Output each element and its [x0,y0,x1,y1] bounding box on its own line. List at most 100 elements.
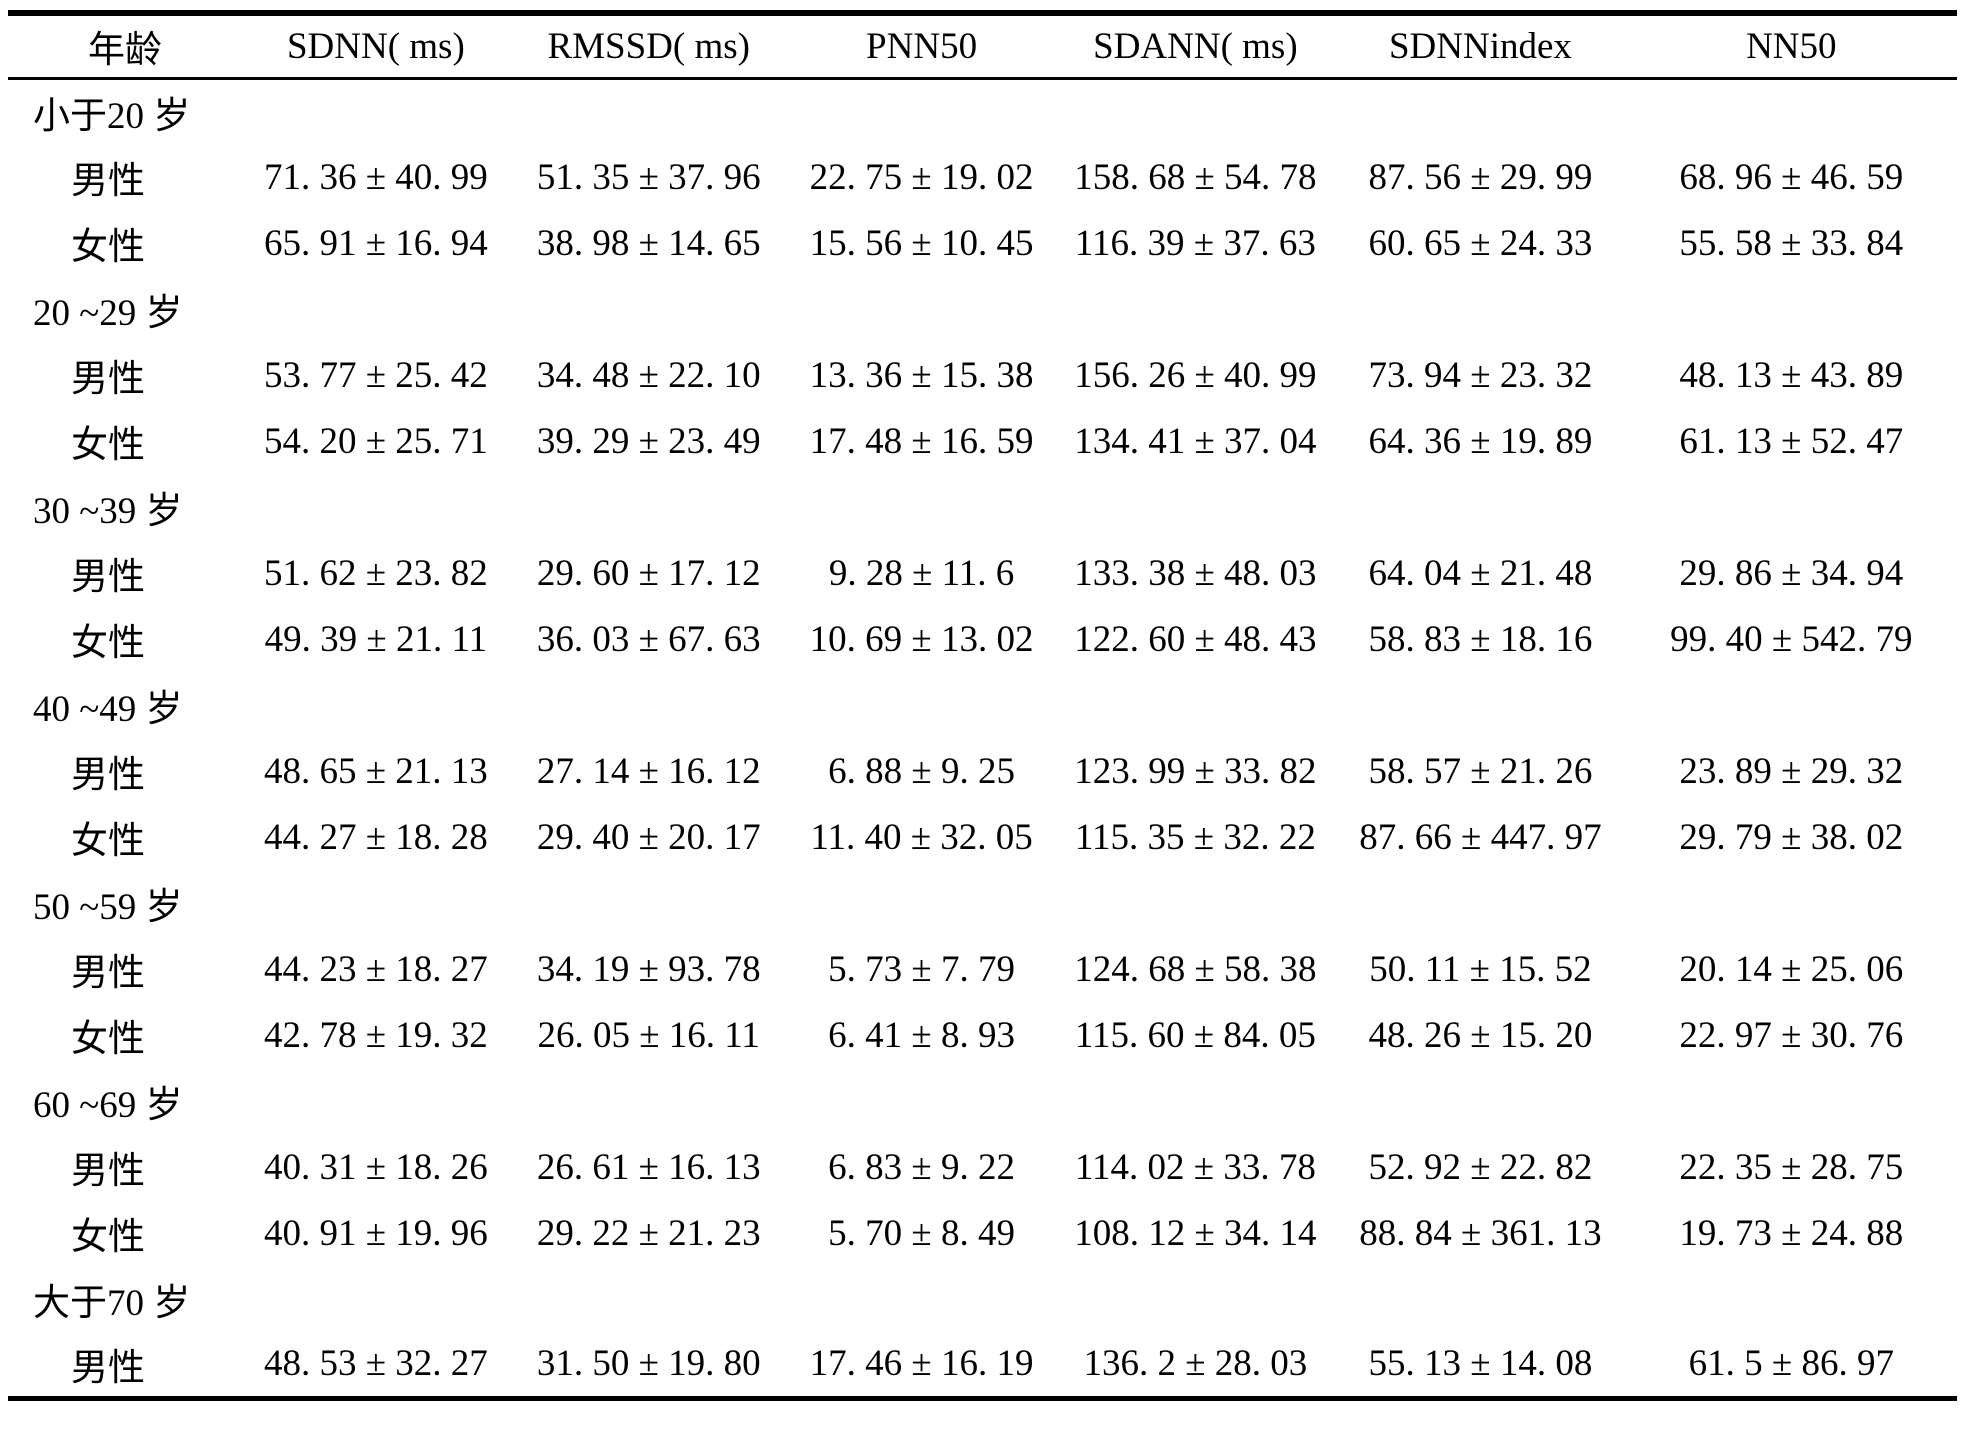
column-header-sdann: SDANN( ms) [1055,13,1336,80]
cell-pnn50: 5. 70 ± 8. 49 [828,1212,1015,1254]
cell-sdnn: 42. 78 ± 19. 32 [263,1014,488,1056]
cell-rmssd: 26. 61 ± 16. 13 [536,1146,761,1188]
cell-sdnn: 53. 77 ± 25. 42 [263,354,488,396]
cell-sdnnindex: 48. 26 ± 15. 20 [1368,1014,1593,1056]
cell-pnn50 [788,78,1056,144]
cell-pnn50: 11. 40 ± 32. 05 [810,816,1033,858]
cell-sdnnindex: 73. 94 ± 23. 32 [1368,354,1593,396]
cell-sdnn: 65. 91 ± 16. 94 [263,222,488,264]
cell-sdnnindex [1335,1266,1625,1332]
row-label: 40 ~49 岁 [33,689,183,730]
cell-sdann: 115. 60 ± 84. 05 [1074,1014,1316,1056]
row-label: 男性 [71,755,145,796]
column-header-nn50: NN50 [1625,13,1957,80]
cell-pnn50: 6. 83 ± 9. 22 [828,1146,1015,1188]
cell-nn50 [1626,1068,1957,1134]
row-label: 男性 [71,953,145,994]
cell-sdnn: 71. 36 ± 40. 99 [263,156,488,198]
cell-sdann: 123. 99 ± 33. 82 [1074,750,1317,792]
cell-pnn50 [788,1068,1056,1134]
cell-sdnnindex: 88. 84 ± 361. 13 [1359,1212,1602,1254]
table-row: 男性 71. 36 ± 40. 99 51. 35 ± 37. 96 22. 7… [8,144,1957,210]
cell-pnn50: 9. 28 ± 11. 6 [828,552,1015,594]
row-label: 男性 [71,1151,145,1192]
cell-pnn50: 10. 69 ± 13. 02 [809,618,1034,660]
cell-sdann: 114. 02 ± 33. 78 [1074,1146,1316,1188]
cell-sdnnindex: 52. 92 ± 22. 82 [1368,1146,1593,1188]
cell-sdnnindex [1335,672,1625,738]
cell-sdnnindex: 60. 65 ± 24. 33 [1368,222,1593,264]
cell-nn50: 99. 40 ± 542. 79 [1670,618,1913,660]
age-group-row: 60 ~69 岁 [8,1068,1957,1134]
cell-pnn50: 5. 73 ± 7. 79 [828,948,1015,990]
table-row: 女性 49. 39 ± 21. 11 36. 03 ± 67. 63 10. 6… [8,606,1957,672]
row-label: 男性 [71,1347,145,1389]
row-label: 男性 [71,359,145,400]
cell-pnn50 [788,474,1056,540]
column-header-rmssd: RMSSD( ms) [509,13,788,80]
column-header-pnn50: PNN50 [787,13,1056,80]
cell-sdnn [242,474,510,540]
cell-sdnnindex [1335,276,1625,342]
cell-nn50 [1626,870,1957,936]
cell-sdann [1056,1068,1336,1134]
cell-pnn50: 6. 41 ± 8. 93 [828,1014,1015,1056]
cell-pnn50: 6. 88 ± 9. 25 [828,750,1015,792]
row-label: 女性 [71,821,145,862]
cell-sdnn: 40. 91 ± 19. 96 [263,1212,488,1254]
cell-nn50: 48. 13 ± 43. 89 [1679,354,1904,396]
cell-rmssd [510,78,788,144]
cell-sdnnindex [1335,474,1625,540]
cell-nn50: 29. 86 ± 34. 94 [1679,552,1904,594]
cell-sdnn: 40. 31 ± 18. 26 [263,1146,488,1188]
cell-sdnn [242,276,510,342]
cell-pnn50 [788,672,1056,738]
cell-sdann: 116. 39 ± 37. 63 [1074,222,1316,264]
cell-nn50: 68. 96 ± 46. 59 [1679,156,1904,198]
cell-rmssd: 29. 40 ± 20. 17 [536,816,761,858]
cell-nn50: 22. 97 ± 30. 76 [1679,1014,1904,1056]
cell-sdann: 136. 2 ± 28. 03 [1083,1343,1308,1385]
table-row: 男性 51. 62 ± 23. 82 29. 60 ± 17. 12 9. 28… [8,540,1957,606]
row-label: 30 ~39 岁 [33,491,183,532]
header-row: 年龄 SDNN( ms) RMSSD( ms) PNN50 SDANN( ms)… [8,13,1957,80]
cell-sdnnindex: 55. 13 ± 14. 08 [1368,1343,1593,1385]
table-row: 男性 44. 23 ± 18. 27 34. 19 ± 93. 78 5. 73… [8,936,1957,1002]
cell-rmssd [510,1068,788,1134]
row-label: 女性 [71,623,145,664]
cell-sdnn: 48. 65 ± 21. 13 [263,750,488,792]
cell-rmssd: 38. 98 ± 14. 65 [536,222,761,264]
cell-sdann: 122. 60 ± 48. 43 [1074,618,1317,660]
cell-rmssd: 29. 60 ± 17. 12 [536,552,761,594]
cell-sdann [1056,474,1336,540]
table-row: 女性 65. 91 ± 16. 94 38. 98 ± 14. 65 15. 5… [8,210,1957,276]
cell-rmssd: 31. 50 ± 19. 80 [536,1343,761,1385]
cell-pnn50 [788,1266,1056,1332]
cell-sdnnindex [1335,870,1625,936]
cell-rmssd: 27. 14 ± 16. 12 [536,750,761,792]
cell-pnn50: 17. 46 ± 16. 19 [809,1343,1034,1385]
table-row: 女性 40. 91 ± 19. 96 29. 22 ± 21. 23 5. 70… [8,1200,1957,1266]
cell-pnn50: 13. 36 ± 15. 38 [809,354,1034,396]
cell-sdann: 133. 38 ± 48. 03 [1074,552,1317,594]
cell-sdann [1056,1266,1336,1332]
cell-nn50: 61. 13 ± 52. 47 [1679,420,1904,462]
row-label: 女性 [71,1217,145,1258]
cell-rmssd [510,474,788,540]
cell-rmssd: 34. 48 ± 22. 10 [536,354,761,396]
cell-sdnn [242,1068,510,1134]
row-label: 60 ~69 岁 [33,1085,183,1126]
cell-sdnnindex: 87. 56 ± 29. 99 [1368,156,1593,198]
cell-sdann: 158. 68 ± 54. 78 [1074,156,1317,198]
cell-pnn50: 17. 48 ± 16. 59 [809,420,1034,462]
cell-nn50: 22. 35 ± 28. 75 [1679,1146,1904,1188]
cell-sdnn: 54. 20 ± 25. 71 [263,420,488,462]
cell-rmssd: 34. 19 ± 93. 78 [536,948,761,990]
cell-sdnnindex: 87. 66 ± 447. 97 [1359,816,1602,858]
hrv-age-sex-table: 年龄 SDNN( ms) RMSSD( ms) PNN50 SDANN( ms)… [8,10,1957,1401]
cell-nn50: 20. 14 ± 25. 06 [1679,948,1904,990]
cell-sdnnindex: 64. 36 ± 19. 89 [1368,420,1593,462]
age-group-row: 30 ~39 岁 [8,474,1957,540]
table-row: 男性 48. 65 ± 21. 13 27. 14 ± 16. 12 6. 88… [8,738,1957,804]
cell-rmssd [510,1266,788,1332]
